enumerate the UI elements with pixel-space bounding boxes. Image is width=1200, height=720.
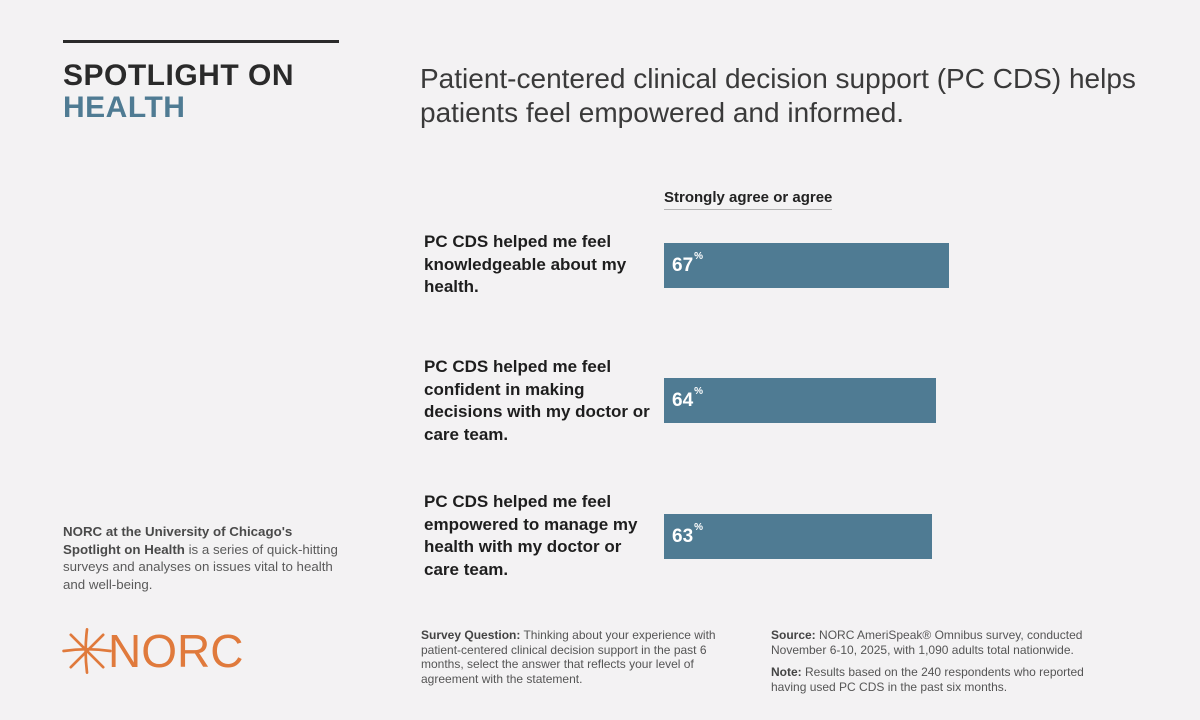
series-title: SPOTLIGHT ON HEALTH <box>63 60 294 124</box>
bar-value-label-1: 67% <box>672 251 704 276</box>
sample-note: Note: Results based on the 240 responden… <box>771 665 1084 694</box>
bar-3: 63% <box>664 514 932 559</box>
bar-value-label-2: 64% <box>672 386 704 411</box>
norc-logo: NORC <box>60 624 243 678</box>
series-title-line1: SPOTLIGHT ON <box>63 59 294 92</box>
series-title-line2: HEALTH <box>63 91 186 124</box>
category-label-2: PC CDS helped me feel confident in makin… <box>424 357 650 444</box>
source-note: Source: NORC AmeriSpeak® Omnibus survey,… <box>771 628 1083 657</box>
about-rest: is a series of quick-hitting surveys and… <box>63 541 338 592</box>
top-rule <box>63 40 339 43</box>
column-header: Strongly agree or agree <box>664 189 833 210</box>
chart-headline: Patient-centered clinical decision suppo… <box>420 63 1136 128</box>
logo-text: NORC <box>108 625 244 677</box>
about-text: NORC at the University of Chicago's Spot… <box>63 523 338 593</box>
category-label-1: PC CDS helped me feel knowledgeable abou… <box>424 232 627 296</box>
bar-value-label-3: 63% <box>672 522 704 547</box>
category-label-3: PC CDS helped me feel empowered to manag… <box>424 492 638 579</box>
bar-2: 64% <box>664 378 936 423</box>
survey-question: Survey Question: Thinking about your exp… <box>421 628 716 686</box>
bar-1: 67% <box>664 243 949 288</box>
starburst-icon <box>62 628 112 674</box>
about-bold: NORC at the University of Chicago's Spot… <box>63 524 293 557</box>
